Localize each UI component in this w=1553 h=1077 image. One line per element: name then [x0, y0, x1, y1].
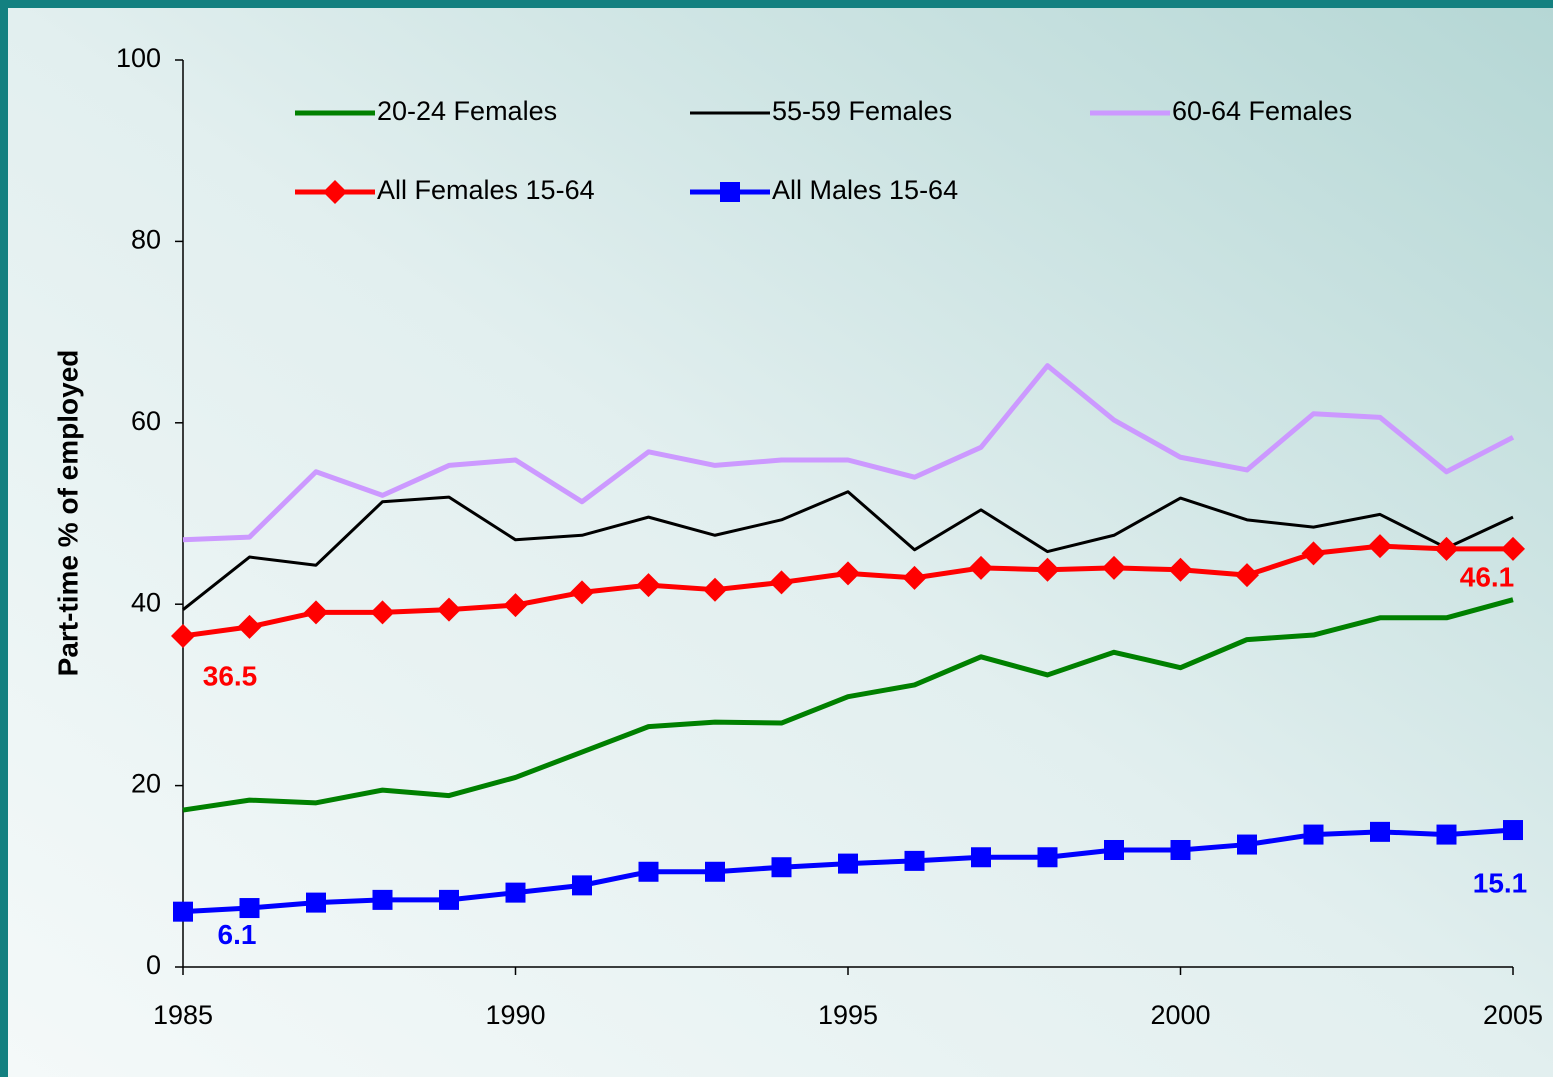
point-marker [769, 570, 794, 595]
point-marker [1235, 563, 1259, 588]
point-marker [969, 555, 993, 580]
x-tick-label: 1995 [818, 1000, 878, 1030]
y-tick-label: 40 [131, 587, 161, 617]
point-marker [505, 882, 526, 903]
x-tick-label: 1985 [153, 1000, 213, 1030]
legend-label: All Females 15-64 [377, 175, 595, 205]
point-marker [1501, 536, 1525, 561]
point-marker [1301, 541, 1326, 566]
point-marker [570, 580, 594, 605]
point-marker [1503, 820, 1523, 841]
x-tick-label: 2000 [1150, 1000, 1210, 1030]
legend-label: 20-24 Females [377, 96, 557, 126]
point-marker [1102, 555, 1126, 580]
point-marker [304, 600, 328, 625]
point-marker [1370, 821, 1390, 842]
point-marker [836, 561, 860, 586]
point-marker [771, 857, 792, 878]
data-label: 6.1 [218, 919, 257, 950]
point-marker [705, 861, 725, 882]
point-marker [1104, 839, 1124, 860]
data-label: 15.1 [1473, 867, 1528, 898]
y-tick-label: 80 [131, 225, 161, 255]
point-marker [572, 875, 592, 896]
x-tick-label: 2005 [1483, 1000, 1543, 1030]
point-marker [703, 577, 727, 602]
series-line [182, 597, 1514, 813]
point-marker [1037, 847, 1058, 868]
point-marker [904, 850, 925, 871]
point-marker [1303, 824, 1324, 845]
series-line [182, 363, 1515, 543]
point-marker [1035, 557, 1060, 582]
point-marker [971, 847, 991, 868]
data-label: 36.5 [203, 660, 258, 691]
y-tick-label: 20 [131, 769, 161, 799]
point-marker [306, 892, 326, 913]
point-marker [437, 597, 461, 622]
background [8, 8, 1553, 1077]
point-marker [1170, 839, 1191, 860]
point-marker [902, 565, 927, 590]
point-marker [503, 593, 528, 618]
point-marker [1368, 534, 1392, 559]
legend-label: 60-64 Females [1172, 96, 1352, 126]
legend-marker [720, 182, 740, 202]
point-marker [636, 573, 661, 598]
series-line [182, 490, 1514, 611]
point-marker [439, 889, 459, 910]
point-marker [171, 623, 195, 648]
point-marker [173, 901, 193, 922]
point-marker [1436, 824, 1457, 845]
data-label: 46.1 [1460, 561, 1515, 592]
point-marker [1168, 557, 1193, 582]
point-marker [372, 889, 393, 910]
point-marker [239, 898, 260, 919]
point-marker [1434, 536, 1459, 561]
point-marker [838, 853, 858, 874]
point-marker [370, 600, 395, 625]
y-tick-label: 60 [131, 406, 161, 436]
point-marker [1237, 834, 1257, 855]
y-tick-label: 100 [116, 43, 161, 73]
y-axis-label: Part-time % of employed [52, 350, 83, 677]
point-marker [237, 614, 262, 639]
x-tick-label: 1990 [485, 1000, 545, 1030]
legend-label: All Males 15-64 [772, 175, 958, 205]
y-tick-label: 0 [146, 950, 161, 980]
legend-label: 55-59 Females [772, 96, 952, 126]
legend-marker [323, 180, 347, 204]
point-marker [638, 861, 659, 882]
